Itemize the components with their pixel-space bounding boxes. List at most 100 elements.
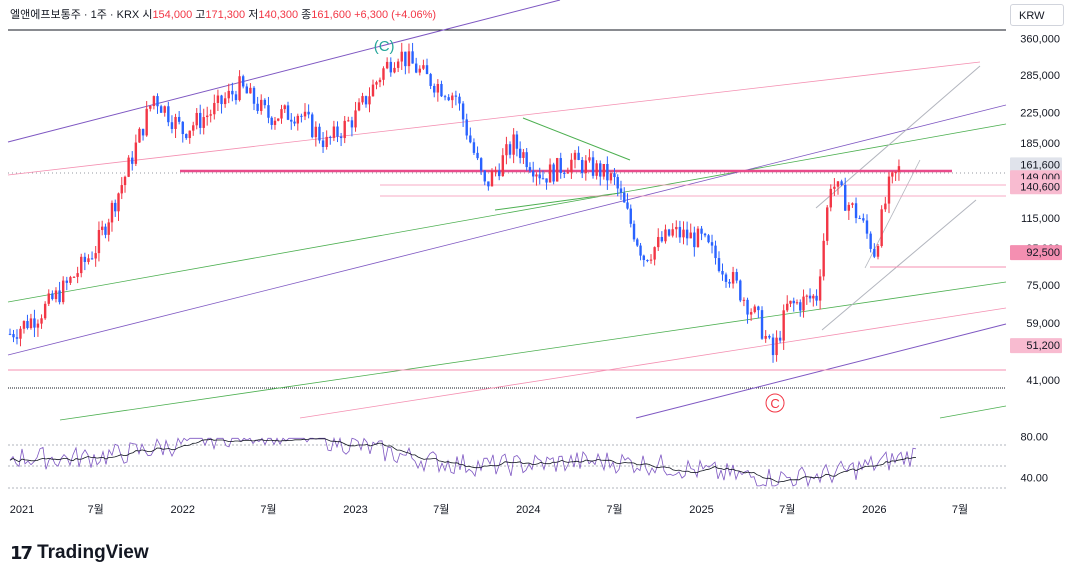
candle-body <box>396 61 400 68</box>
candle-body <box>273 120 277 125</box>
tradingview-logo[interactable]: 17 TradingView <box>10 542 149 564</box>
candle-body <box>822 240 825 277</box>
candle-body <box>749 312 753 315</box>
candle-body <box>451 95 454 101</box>
candle-body <box>152 96 156 106</box>
price-axis[interactable]: 360,000285,000225,000185,000149,000115,0… <box>1020 34 1060 485</box>
candle-body <box>26 321 29 329</box>
close-label: 종 <box>301 9 312 21</box>
candle-body <box>724 274 728 282</box>
candle-body <box>97 229 101 254</box>
candle-body <box>731 272 735 284</box>
candle-body <box>256 103 259 111</box>
candle-body <box>422 65 425 69</box>
candle-body <box>51 293 54 300</box>
candle-body <box>559 158 562 173</box>
price-tick-label: 115,000 <box>1021 213 1060 225</box>
candle-body <box>505 144 508 156</box>
candle-body <box>318 126 321 141</box>
candle-body <box>241 76 245 87</box>
candle-body <box>54 290 58 300</box>
candle-body <box>400 51 403 62</box>
candle-body <box>865 220 869 234</box>
candle-body <box>753 306 756 313</box>
candle-body <box>721 270 724 275</box>
candle-body <box>114 202 117 212</box>
candle-body <box>545 178 548 183</box>
candle-body <box>458 96 461 104</box>
candle-body <box>329 136 332 138</box>
time-tick-label: 7월 <box>606 503 622 516</box>
candle-body <box>199 112 202 128</box>
tradingview-wordmark: TradingView <box>37 542 149 563</box>
candle-body <box>487 181 490 187</box>
candle-body <box>325 136 328 148</box>
candle-body <box>110 202 114 223</box>
candle-body <box>461 103 465 120</box>
candle-body <box>613 173 616 178</box>
candle-body <box>404 51 407 67</box>
time-tick-label: 7월 <box>88 503 104 516</box>
candle-body <box>696 228 700 248</box>
candle-body <box>595 163 598 176</box>
candle-body <box>19 328 22 339</box>
candle-body <box>371 84 375 97</box>
candle-body <box>61 280 65 303</box>
candle-body <box>671 229 674 236</box>
price-tag-label: 140,600 <box>1020 181 1060 193</box>
candle-body <box>47 293 50 304</box>
candle-body <box>501 155 505 177</box>
candle-body <box>512 134 515 155</box>
candle-body <box>573 152 577 160</box>
candle-body <box>80 256 83 274</box>
candle-body <box>771 337 775 356</box>
candle-body <box>815 295 818 301</box>
candle-body <box>465 119 468 136</box>
candle-body <box>479 158 483 171</box>
candle-body <box>145 108 148 136</box>
candle-body <box>808 295 812 299</box>
candle-body <box>826 207 829 241</box>
price-tick-label: 225,000 <box>1020 107 1060 119</box>
candle-body <box>884 203 887 210</box>
candle-body <box>742 299 746 301</box>
candle-body <box>188 130 191 139</box>
time-axis[interactable]: 2021 7월 2022 7월 2023 7월 2024 7월 2025 7월 2026 7월 <box>10 503 968 516</box>
price-tag-label: 161,600 <box>1020 159 1060 171</box>
rsi-pane <box>9 436 917 488</box>
candle-body <box>314 126 318 138</box>
candle-body <box>566 172 570 174</box>
candle-body <box>286 105 290 120</box>
time-tick-label: 7월 <box>260 503 276 516</box>
candle-body <box>120 185 123 194</box>
candle-body <box>361 96 364 103</box>
candle-body <box>664 229 667 242</box>
price-tag-box <box>1010 245 1062 261</box>
candle-body <box>107 222 110 235</box>
candle-body <box>623 192 626 203</box>
time-tick-label: 2022 <box>171 504 195 516</box>
time-tick-label: 7월 <box>779 503 795 516</box>
candle-body <box>675 226 678 230</box>
candle-body <box>602 163 606 177</box>
currency-button[interactable]: KRW <box>1010 4 1064 26</box>
symbol-header: 엘앤에프보통주 · 1주 · KRX 시154,000 고171,300 저14… <box>10 6 436 22</box>
candle-body <box>447 97 450 101</box>
candle-body <box>350 120 354 128</box>
candle-body <box>577 152 580 161</box>
candle-body <box>15 337 19 339</box>
candle-body <box>887 176 891 204</box>
candle-body <box>354 110 357 128</box>
candle-body <box>283 105 286 110</box>
candle-body <box>69 277 72 283</box>
price-chart[interactable]: 360,000285,000225,000185,000149,000115,0… <box>0 0 1080 530</box>
candle-body <box>332 126 336 138</box>
price-tag-box <box>1010 157 1062 173</box>
candle-body <box>418 68 421 73</box>
candle-body <box>227 90 230 99</box>
candle-body <box>541 178 545 180</box>
candle-body <box>321 140 325 148</box>
candle-body <box>802 296 805 311</box>
candle-body <box>490 171 494 187</box>
candle-body <box>220 95 223 105</box>
